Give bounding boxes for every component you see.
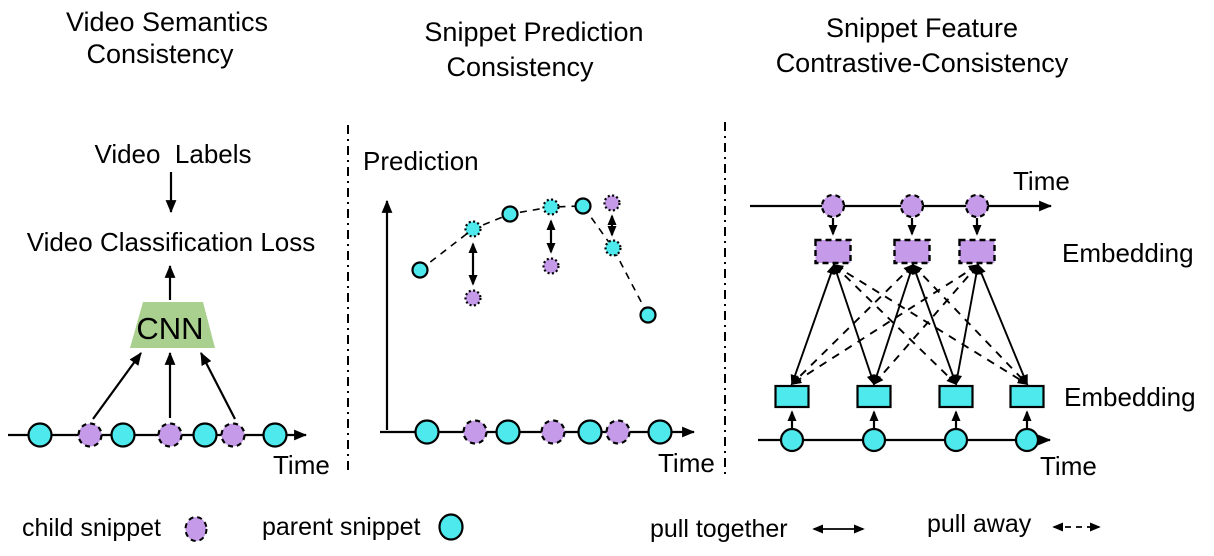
contrastive-pull-away-arrow (832, 264, 1029, 385)
child-snippet-circle (605, 419, 631, 445)
diagram-texts: Video Semantics Consistency Snippet Pred… (22, 7, 1196, 543)
parent-snippet-circle (542, 198, 560, 216)
video-classification-loss-text: Video Classification Loss (27, 227, 316, 257)
contrastive-pull-together-arrow (872, 263, 915, 386)
child-snippet-circle (157, 422, 183, 448)
parent-snippet-circle (411, 261, 429, 279)
legend-pull-together-label: pull together (650, 515, 788, 543)
parent-embedding-rect (856, 384, 892, 409)
parent-snippet-circle (647, 419, 673, 445)
legend-parent-snippet-label: parent snippet (262, 513, 421, 541)
panel3-title-line2: Contrastive-Consistency (776, 48, 1069, 78)
contrastive-pull-away-arrow (790, 263, 915, 386)
contrastive-pull-away-arrow (911, 263, 1029, 386)
child-snippet-circle (220, 422, 246, 448)
child-snippet-circle (540, 419, 566, 445)
snippet-to-cnn-arrow (200, 352, 236, 420)
child-snippet-circle (899, 193, 925, 219)
child-embedding-rect (958, 238, 996, 265)
contrastive-pull-together-arrow (977, 263, 1028, 386)
panel1-time-label: Time (273, 450, 330, 480)
embedding-top-label: Embedding (1062, 238, 1194, 268)
contrastive-pull-together-arrow (790, 263, 836, 386)
child-embedding-rect (814, 238, 852, 265)
parent-snippet-circle (943, 427, 969, 453)
parent-embedding-rect (1009, 384, 1045, 409)
child-snippet-circle (603, 194, 621, 212)
prediction-axis-label: Prediction (363, 146, 479, 176)
child-snippet-circle (964, 193, 990, 219)
legend-child-snippet-label: child snippet (22, 514, 161, 542)
parent-snippet-circle (192, 422, 218, 448)
parent-snippet-circle (1014, 427, 1040, 453)
child-snippet-circle (820, 193, 846, 219)
parent-snippet-circle (27, 422, 53, 448)
parent-snippet-circle (414, 419, 440, 445)
panel1-title-line1: Video Semantics (66, 7, 268, 37)
snippet-to-cnn-arrow (92, 352, 142, 420)
parent-embedding-rect (774, 384, 810, 409)
panel2-title-line2: Consistency (446, 52, 594, 82)
parent-snippet-circle (495, 419, 521, 445)
contrastive-pull-together-arrow (953, 263, 981, 386)
panel3-time-bottom-label: Time (1040, 451, 1097, 481)
child-snippet-circle (542, 257, 560, 275)
panel3-title-line1: Snippet Feature (826, 13, 1018, 43)
parent-snippet-circle (464, 220, 482, 238)
parent-snippet-circle (574, 197, 592, 215)
diagram-shapes (8, 122, 1101, 542)
parent-snippet-circle (501, 205, 519, 223)
parent-snippet-circle (779, 427, 805, 453)
parent-snippet-circle (604, 239, 622, 257)
prediction-curve (419, 205, 649, 316)
panel2-title-line1: Snippet Prediction (424, 17, 643, 47)
cnn-trapezoid (130, 302, 215, 348)
legend-child-snippet-icon (184, 516, 208, 542)
legend-pull-away-label: pull away (927, 510, 1032, 538)
contrastive-pull-away-arrow (832, 263, 958, 386)
parent-snippet-circle (639, 306, 657, 324)
contrastive-pull-away-arrow (872, 263, 980, 386)
panel2-time-label: Time (658, 448, 715, 478)
parent-snippet-circle (262, 422, 288, 448)
legend-parent-snippet-icon (438, 513, 464, 541)
contrastive-pull-together-arrow (832, 263, 876, 386)
child-snippet-circle (464, 289, 482, 307)
video-labels-text: Video Labels (94, 139, 251, 169)
panel3-time-top-label: Time (1013, 166, 1070, 196)
child-embedding-rect (893, 238, 931, 265)
child-snippet-circle (77, 422, 103, 448)
cnn-text: CNN (136, 311, 203, 346)
panel1-title-line2: Consistency (86, 39, 234, 69)
child-snippet-circle (462, 419, 488, 445)
parent-embedding-rect (938, 384, 974, 409)
parent-snippet-circle (577, 419, 603, 445)
parent-snippet-circle (861, 427, 887, 453)
embedding-bottom-label: Embedding (1064, 382, 1196, 412)
parent-snippet-circle (110, 422, 136, 448)
